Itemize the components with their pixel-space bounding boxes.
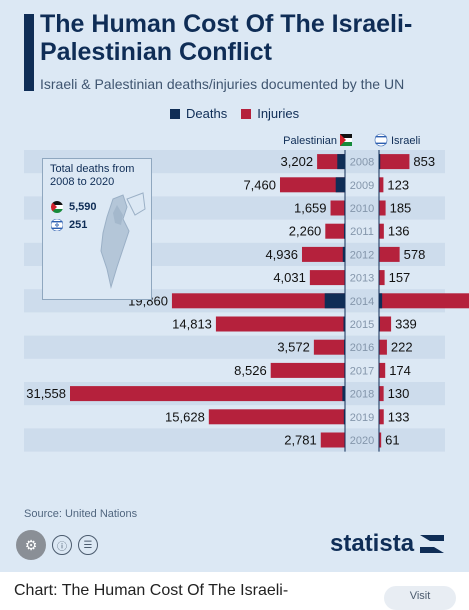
label-palestinian: 3,202 bbox=[281, 154, 314, 169]
column-header-palestinian: Palestinian bbox=[283, 135, 337, 147]
israeli-flag-icon bbox=[375, 134, 387, 146]
bar-israeli-injuries bbox=[379, 270, 385, 285]
bar-palestinian-injuries bbox=[314, 340, 345, 355]
bar-israeli-injuries bbox=[379, 154, 409, 169]
year-label: 2015 bbox=[350, 319, 374, 331]
bar-palestinian-injuries bbox=[70, 386, 345, 401]
year-label: 2016 bbox=[350, 342, 374, 354]
legend-deaths-label: Deaths bbox=[186, 106, 227, 121]
bar-israeli-injuries bbox=[379, 247, 400, 262]
label-israeli: 61 bbox=[385, 433, 399, 448]
label-palestinian: 2,781 bbox=[284, 433, 317, 448]
inset-israeli-value: 251 bbox=[69, 219, 87, 231]
chart-legend: Deaths Injuries bbox=[170, 106, 299, 121]
total-deaths-inset: Total deaths from 2008 to 2020 5,590 2 bbox=[42, 158, 152, 300]
label-palestinian: 2,260 bbox=[289, 224, 322, 239]
legend-injuries: Injuries bbox=[241, 106, 299, 121]
chart-card: The Human Cost Of The Israeli-Palestinia… bbox=[0, 0, 469, 572]
label-palestinian: 3,572 bbox=[277, 340, 310, 355]
statista-mark-icon bbox=[420, 533, 444, 555]
title-accent-bar bbox=[24, 14, 34, 91]
menu-icon[interactable]: ☰ bbox=[78, 535, 98, 555]
bar-palestinian-injuries bbox=[271, 363, 345, 378]
bar-palestinian-deaths bbox=[325, 293, 345, 308]
inset-palestinian-value: 5,590 bbox=[69, 201, 97, 213]
bar-palestinian-injuries bbox=[216, 317, 345, 332]
inset-row-israeli: 251 bbox=[51, 219, 87, 231]
bar-palestinian-deaths bbox=[337, 154, 345, 169]
year-label: 2011 bbox=[350, 226, 374, 238]
year-label: 2020 bbox=[350, 435, 374, 447]
bar-israeli-injuries bbox=[379, 224, 384, 239]
bar-palestinian-deaths bbox=[336, 177, 345, 192]
legend-injuries-label: Injuries bbox=[257, 106, 299, 121]
bar-israeli-injuries bbox=[379, 409, 384, 424]
visit-button[interactable]: Visit bbox=[384, 586, 456, 610]
year-label: 2017 bbox=[350, 365, 374, 377]
year-label: 2009 bbox=[350, 180, 374, 192]
label-israeli: 853 bbox=[413, 154, 435, 169]
year-label: 2014 bbox=[350, 296, 374, 308]
year-label: 2018 bbox=[350, 389, 374, 401]
source-note: Source: United Nations bbox=[24, 508, 137, 520]
bar-palestinian-injuries bbox=[325, 224, 345, 239]
inset-row-palestinian: 5,590 bbox=[51, 201, 97, 213]
palestinian-flag-icon bbox=[51, 201, 63, 213]
label-palestinian: 31,558 bbox=[26, 386, 66, 401]
label-israeli: 123 bbox=[387, 177, 409, 192]
bar-israeli-injuries bbox=[379, 317, 391, 332]
bar-palestinian-injuries bbox=[280, 177, 345, 192]
legend-deaths-swatch bbox=[170, 109, 180, 119]
bar-israeli-injuries bbox=[379, 201, 386, 216]
column-header-israeli: Israeli bbox=[391, 135, 420, 147]
bar-palestinian-injuries bbox=[209, 409, 345, 424]
label-israeli: 136 bbox=[388, 224, 410, 239]
label-palestinian: 7,460 bbox=[243, 177, 276, 192]
label-palestinian: 4,031 bbox=[273, 270, 306, 285]
label-israeli: 174 bbox=[389, 363, 411, 378]
bar-palestinian-injuries bbox=[310, 270, 345, 285]
palestinian-flag-icon bbox=[340, 134, 352, 146]
bar-palestinian-injuries bbox=[302, 247, 345, 262]
bar-palestinian-injuries bbox=[172, 293, 345, 308]
share-toolbar: ⚙ ⓘ ☰ bbox=[16, 530, 98, 560]
bar-israeli-injuries bbox=[379, 177, 383, 192]
legend-deaths: Deaths bbox=[170, 106, 227, 121]
label-israeli: 130 bbox=[388, 386, 410, 401]
label-israeli: 578 bbox=[404, 247, 426, 262]
israeli-flag-icon bbox=[51, 219, 63, 231]
label-palestinian: 4,936 bbox=[265, 247, 298, 262]
chart-title: The Human Cost Of The Israeli-Palestinia… bbox=[40, 10, 460, 66]
year-label: 2013 bbox=[350, 273, 374, 285]
info-icon[interactable]: ⓘ bbox=[52, 535, 72, 555]
label-palestinian: 15,628 bbox=[165, 409, 205, 424]
brand-name: statista bbox=[330, 530, 414, 558]
bar-israeli-injuries bbox=[379, 363, 385, 378]
label-israeli: 339 bbox=[395, 317, 417, 332]
statista-logo[interactable]: statista bbox=[330, 530, 444, 558]
label-palestinian: 8,526 bbox=[234, 363, 267, 378]
row-band bbox=[24, 428, 445, 451]
inset-title: Total deaths from 2008 to 2020 bbox=[50, 163, 150, 189]
label-israeli: 185 bbox=[390, 201, 412, 216]
label-palestinian: 1,659 bbox=[294, 201, 327, 216]
year-label: 2012 bbox=[350, 249, 374, 261]
year-label: 2019 bbox=[350, 412, 374, 424]
embed-icon[interactable]: ⚙ bbox=[16, 530, 46, 560]
label-israeli: 133 bbox=[388, 409, 410, 424]
bar-israeli-injuries bbox=[379, 340, 387, 355]
year-label: 2008 bbox=[350, 157, 374, 169]
label-palestinian: 14,813 bbox=[172, 317, 212, 332]
bar-palestinian-injuries bbox=[321, 433, 345, 448]
chart-subtitle: Israeli & Palestinian deaths/injuries do… bbox=[40, 76, 465, 92]
year-label: 2010 bbox=[350, 203, 374, 215]
legend-injuries-swatch bbox=[241, 109, 251, 119]
label-israeli: 157 bbox=[389, 270, 411, 285]
bar-palestinian-injuries bbox=[331, 201, 345, 216]
bar-israeli-injuries bbox=[379, 386, 384, 401]
footer-caption: Chart: The Human Cost Of The Israeli- bbox=[14, 582, 288, 600]
bar-israeli-injuries bbox=[379, 293, 469, 308]
label-israeli: 222 bbox=[391, 340, 413, 355]
